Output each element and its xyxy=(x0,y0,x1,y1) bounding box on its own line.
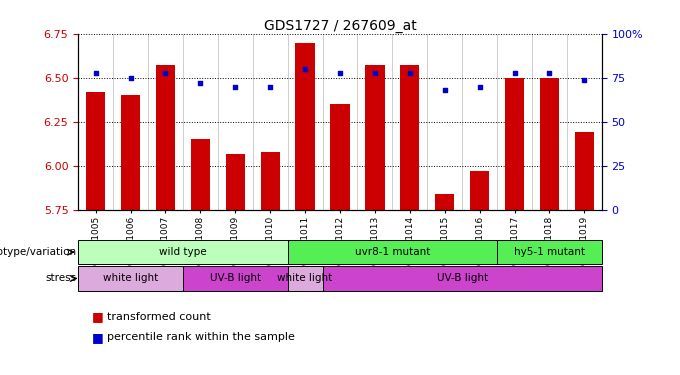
Text: ■: ■ xyxy=(92,331,103,344)
Bar xyxy=(78,266,183,291)
Bar xyxy=(322,266,602,291)
Point xyxy=(195,80,206,86)
Text: white light: white light xyxy=(103,273,158,284)
Bar xyxy=(435,194,454,210)
Bar xyxy=(505,78,524,210)
Text: wild type: wild type xyxy=(159,247,207,257)
Point xyxy=(300,66,311,72)
Point xyxy=(369,69,380,75)
Bar xyxy=(288,240,497,264)
Point xyxy=(265,84,275,90)
Text: uvr8-1 mutant: uvr8-1 mutant xyxy=(355,247,430,257)
Point xyxy=(439,87,450,93)
Bar xyxy=(296,43,315,210)
Bar xyxy=(575,132,594,210)
Point xyxy=(90,69,101,75)
Text: UV-B light: UV-B light xyxy=(209,273,261,284)
Bar xyxy=(330,104,350,210)
Bar xyxy=(470,171,489,210)
Text: transformed count: transformed count xyxy=(107,312,211,322)
Bar xyxy=(365,66,384,210)
Bar xyxy=(191,140,210,210)
Bar xyxy=(401,66,420,210)
Point xyxy=(544,69,555,75)
Bar xyxy=(260,152,279,210)
Point xyxy=(160,69,171,75)
Bar xyxy=(86,92,105,210)
Point xyxy=(509,69,520,75)
Point xyxy=(579,76,590,82)
Bar xyxy=(156,66,175,210)
Point xyxy=(335,69,345,75)
Bar xyxy=(183,266,288,291)
Bar xyxy=(540,78,559,210)
Bar xyxy=(497,240,602,264)
Text: genotype/variation: genotype/variation xyxy=(0,247,76,257)
Text: white light: white light xyxy=(277,273,333,284)
Point xyxy=(405,69,415,75)
Bar xyxy=(288,266,322,291)
Text: ■: ■ xyxy=(92,310,103,323)
Text: stress: stress xyxy=(46,273,76,284)
Text: hy5-1 mutant: hy5-1 mutant xyxy=(514,247,585,257)
Bar xyxy=(78,240,288,264)
Text: UV-B light: UV-B light xyxy=(437,273,488,284)
Bar xyxy=(226,154,245,210)
Point xyxy=(125,75,136,81)
Bar xyxy=(121,96,140,210)
Point xyxy=(474,84,485,90)
Title: GDS1727 / 267609_at: GDS1727 / 267609_at xyxy=(264,19,416,33)
Text: percentile rank within the sample: percentile rank within the sample xyxy=(107,333,294,342)
Point xyxy=(230,84,241,90)
